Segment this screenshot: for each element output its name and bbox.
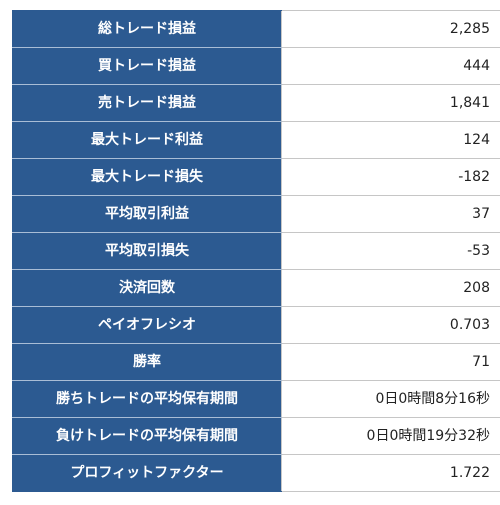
- row-label: 買トレード損益: [12, 47, 282, 85]
- row-label: 平均取引損失: [12, 232, 282, 270]
- table-row: 決済回数 208: [12, 269, 500, 307]
- row-label: 勝率: [12, 343, 282, 381]
- table-row: 最大トレード損失 -182: [12, 158, 500, 196]
- table-row: 平均取引損失 -53: [12, 232, 500, 270]
- row-label: 総トレード損益: [12, 10, 282, 48]
- trade-statistics-table: 総トレード損益 2,285 買トレード損益 444 売トレード損益 1,841 …: [12, 10, 500, 492]
- row-label: 勝ちトレードの平均保有期間: [12, 380, 282, 418]
- table-row: 総トレード損益 2,285: [12, 10, 500, 48]
- row-label: 売トレード損益: [12, 84, 282, 122]
- row-label: 最大トレード損失: [12, 158, 282, 196]
- row-value: 2,285: [281, 10, 500, 48]
- row-label: ペイオフレシオ: [12, 306, 282, 344]
- row-label: 最大トレード利益: [12, 121, 282, 159]
- row-label: 決済回数: [12, 269, 282, 307]
- table-row: 買トレード損益 444: [12, 47, 500, 85]
- row-label: 平均取引利益: [12, 195, 282, 233]
- row-value: -53: [281, 232, 500, 270]
- row-label: プロフィットファクター: [12, 454, 282, 492]
- row-value: 1.722: [281, 454, 500, 492]
- table-row: ペイオフレシオ 0.703: [12, 306, 500, 344]
- row-value: 124: [281, 121, 500, 159]
- row-value: 0日0時間8分16秒: [281, 380, 500, 418]
- row-value: 208: [281, 269, 500, 307]
- row-value: 0.703: [281, 306, 500, 344]
- row-value: -182: [281, 158, 500, 196]
- row-value: 71: [281, 343, 500, 381]
- table-row: 勝ちトレードの平均保有期間 0日0時間8分16秒: [12, 380, 500, 418]
- row-value: 0日0時間19分32秒: [281, 417, 500, 455]
- row-value: 444: [281, 47, 500, 85]
- table-row: 勝率 71: [12, 343, 500, 381]
- table-row: プロフィットファクター 1.722: [12, 454, 500, 492]
- row-label: 負けトレードの平均保有期間: [12, 417, 282, 455]
- row-value: 1,841: [281, 84, 500, 122]
- table-row: 最大トレード利益 124: [12, 121, 500, 159]
- table-row: 売トレード損益 1,841: [12, 84, 500, 122]
- row-value: 37: [281, 195, 500, 233]
- table-row: 負けトレードの平均保有期間 0日0時間19分32秒: [12, 417, 500, 455]
- table-row: 平均取引利益 37: [12, 195, 500, 233]
